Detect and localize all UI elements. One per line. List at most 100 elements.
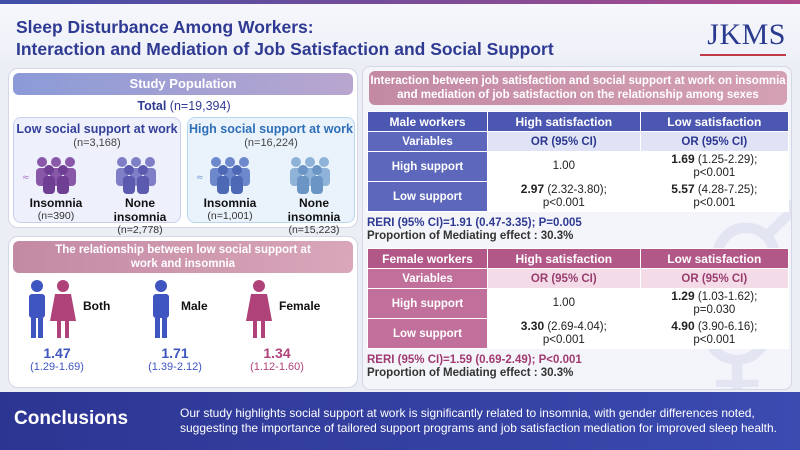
insomnia-people-icon: ≈ <box>196 157 250 194</box>
female-row1-low-p: p=0.030 <box>693 304 736 316</box>
female-row1-label: High support <box>367 288 488 319</box>
svg-text:≈: ≈ <box>22 173 30 183</box>
male-row2-low-ci: (4.28-7.25); <box>697 184 758 196</box>
male-row2-low-p: p<0.001 <box>693 197 736 209</box>
male-mediation: Proportion of Mediating effect : 30.3% <box>367 230 574 242</box>
male-icon <box>153 280 169 338</box>
relationship-title: The relationship between low social supp… <box>13 241 353 273</box>
both-sexes-icon <box>29 280 76 338</box>
high-none-insomnia-group: None insomnia (n=15,223) <box>272 196 356 236</box>
insomnia-people-icon: ≈ <box>22 157 76 194</box>
none-insomnia-people-icon <box>116 157 156 194</box>
both-value: 1.47 <box>43 345 71 361</box>
table-row: Low support 2.97 (2.32-3.80); p<0.001 5.5… <box>367 181 790 212</box>
high-none-insomnia-label: None insomnia <box>287 196 341 224</box>
high-insomnia-n: (n=1,001) <box>207 210 253 222</box>
male-row1-low-p: p<0.001 <box>693 167 736 179</box>
table-header-row: Male workers High satisfaction Low satis… <box>367 111 790 132</box>
male-or-label-low: OR (95% CI) <box>639 131 790 152</box>
male-ci: (1.39-2.12) <box>148 361 202 373</box>
relationship-title-line-2: work and insomnia <box>130 258 236 270</box>
low-insomnia-label: Insomnia <box>29 196 83 210</box>
table-row: Variables OR (95% CI) OR (95% CI) <box>367 268 790 289</box>
top-accent-bar <box>0 0 800 4</box>
female-value: 1.34 <box>263 345 291 361</box>
female-row2-low-ci: (3.90-6.16); <box>697 321 758 333</box>
interaction-panel: ♂ ♀ Interaction between job satisfaction… <box>362 66 792 390</box>
male-row1-low-ci: (1.25-2.29); <box>697 154 758 166</box>
table-row: Variables OR (95% CI) OR (95% CI) <box>367 131 790 152</box>
interaction-title: Interaction between job satisfaction and… <box>369 71 787 105</box>
female-row2-high-p: p<0.001 <box>542 334 585 346</box>
high-insomnia-label: Insomnia <box>203 196 257 210</box>
conclusions-line-1: Our study highlights social support at w… <box>180 406 755 420</box>
male-row2-low-or: 5.57 <box>671 182 695 196</box>
interaction-title-line-2: and mediation of job satisfaction on the… <box>397 89 759 101</box>
total-label: Total <box>137 99 167 113</box>
female-row2-high: 3.30 (2.69-4.04); p<0.001 <box>487 318 641 349</box>
male-workers-table: Male workers High satisfaction Low satis… <box>367 111 790 212</box>
low-none-insomnia-group: None insomnia (n=2,778) <box>98 196 182 236</box>
female-row1-high: 1.00 <box>487 288 641 319</box>
header: Sleep Disturbance Among Workers: Interac… <box>0 4 800 62</box>
male-row2-high-ci: (2.32-3.80); <box>547 184 607 196</box>
female-mediation: Proportion of Mediating effect : 30.3% <box>367 367 574 379</box>
female-row1-low-ci: (1.03-1.62); <box>697 291 758 303</box>
male-row2-high-or: 2.97 <box>520 182 545 196</box>
table-row: High support 1.00 1.69 (1.25-2.29); p<0.0… <box>367 151 790 182</box>
high-insomnia-group: Insomnia (n=1,001) <box>188 196 272 222</box>
male-col-low: Low satisfaction <box>639 111 790 132</box>
total-count: Total (n=19,394) <box>9 99 359 113</box>
interaction-title-line-1: Interaction between job satisfaction and… <box>370 75 786 87</box>
low-none-insomnia-label: None insomnia <box>113 196 167 224</box>
male-row1-high: 1.00 <box>487 151 641 182</box>
logo-underline <box>700 54 786 56</box>
both-ci: (1.29-1.69) <box>30 361 84 373</box>
male-or-label-high: OR (95% CI) <box>487 131 641 152</box>
table-row: Low support 3.30 (2.69-4.04); p<0.001 4.9… <box>367 318 790 349</box>
female-row2-high-or: 3.30 <box>520 319 545 333</box>
svg-text:≈: ≈ <box>196 173 204 183</box>
female-row1-low: 1.29 (1.03-1.62); p=0.030 <box>639 288 790 319</box>
female-ci: (1.12-1.60) <box>250 361 304 373</box>
male-row1-low-or: 1.69 <box>671 152 695 166</box>
male-row1-label: High support <box>367 151 488 182</box>
female-col-low: Low satisfaction <box>639 248 790 269</box>
male-row1-low: 1.69 (1.25-2.29); p<0.001 <box>639 151 790 182</box>
conclusions-text: Our study highlights social support at w… <box>180 406 792 436</box>
female-row1-low-or: 1.29 <box>671 289 695 303</box>
both-label: Both <box>83 299 111 313</box>
conclusions-line-2: suggesting the importance of tailored su… <box>180 421 778 435</box>
conclusions-bar: Conclusions Our study highlights social … <box>0 392 800 450</box>
male-variables-label: Variables <box>367 131 488 152</box>
study-population-panel: Study Population Total (n=19,394) Low so… <box>8 68 359 236</box>
male-group-header: Male workers <box>367 111 488 132</box>
male-reri-block: RERI (95% CI)=1.91 (0.47-3.35); P=0.005 … <box>367 217 582 243</box>
female-row2-low-p: p<0.001 <box>693 334 736 346</box>
female-reri: RERI (95% CI)=1.59 (0.69-2.49); P<0.001 <box>367 354 582 366</box>
low-support-group: Low social support at work (n=3,168) ≈ <box>13 117 181 236</box>
low-none-insomnia-n: (n=2,778) <box>117 224 163 236</box>
low-insomnia-n: (n=390) <box>37 210 75 222</box>
female-variables-label: Variables <box>367 268 488 289</box>
relationship-title-line-1: The relationship between low social supp… <box>55 244 311 256</box>
low-support-n: (n=3,168) <box>73 137 121 149</box>
low-insomnia-group: Insomnia (n=390) <box>14 196 98 222</box>
male-reri: RERI (95% CI)=1.91 (0.47-3.35); P=0.005 <box>367 217 582 229</box>
title-line-1: Sleep Disturbance Among Workers: <box>16 17 314 37</box>
conclusions-label: Conclusions <box>14 408 129 429</box>
female-row2-high-ci: (2.69-4.04); <box>547 321 607 333</box>
female-col-high: High satisfaction <box>487 248 641 269</box>
relationship-panel: The relationship between low social supp… <box>8 236 358 388</box>
title-line-2: Interaction and Mediation of Job Satisfa… <box>16 39 554 59</box>
female-or-label-low: OR (95% CI) <box>639 268 790 289</box>
male-row2-low: 5.57 (4.28-7.25); p<0.001 <box>639 181 790 212</box>
female-row2-low-or: 4.90 <box>671 319 695 333</box>
male-row2-label: Low support <box>367 181 488 212</box>
low-support-heading: Low social support at work <box>16 122 178 136</box>
study-population-title: Study Population <box>13 73 353 95</box>
high-support-group: High social support at work (n=16,224) ≈ <box>187 117 355 236</box>
total-n: (n=19,394) <box>169 99 231 113</box>
female-or-label-high: OR (95% CI) <box>487 268 641 289</box>
high-support-n: (n=16,224) <box>244 137 298 149</box>
